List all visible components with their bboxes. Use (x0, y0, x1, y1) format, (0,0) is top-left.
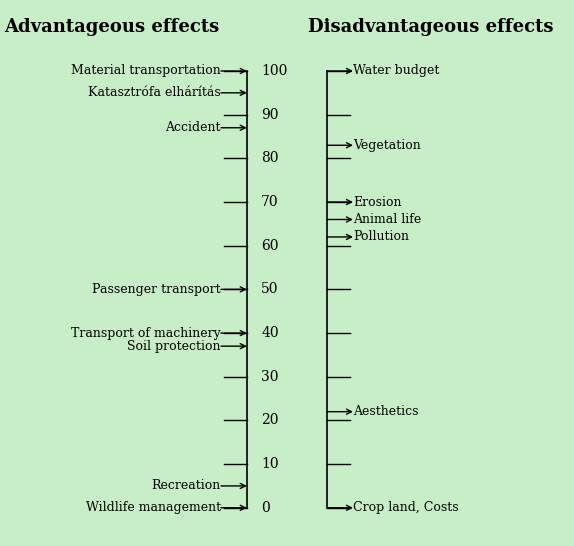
Text: Transport of machinery: Transport of machinery (71, 327, 221, 340)
Text: 60: 60 (261, 239, 278, 253)
Text: Accident: Accident (165, 121, 221, 134)
Text: Erosion: Erosion (353, 195, 401, 209)
Text: Vegetation: Vegetation (353, 139, 421, 152)
Text: 20: 20 (261, 413, 278, 428)
Text: Material transportation: Material transportation (71, 64, 221, 78)
Text: 50: 50 (261, 282, 278, 296)
Text: Pollution: Pollution (353, 230, 409, 244)
Text: 40: 40 (261, 326, 279, 340)
Text: Katasztrófa elhárítás: Katasztrófa elhárítás (88, 86, 221, 99)
Text: Crop land, Costs: Crop land, Costs (353, 501, 459, 514)
Text: Recreation: Recreation (152, 479, 221, 492)
Text: Advantageous effects: Advantageous effects (5, 19, 219, 36)
Text: Passenger transport: Passenger transport (92, 283, 221, 296)
Text: 70: 70 (261, 195, 279, 209)
Text: Wildlife management: Wildlife management (86, 501, 221, 514)
Text: 30: 30 (261, 370, 278, 384)
Text: 10: 10 (261, 457, 279, 471)
Text: Aesthetics: Aesthetics (353, 405, 418, 418)
Text: 80: 80 (261, 151, 278, 165)
Text: 0: 0 (261, 501, 270, 515)
Text: 90: 90 (261, 108, 278, 122)
Text: Soil protection: Soil protection (127, 340, 221, 353)
Text: 100: 100 (261, 64, 288, 78)
Text: Animal life: Animal life (353, 213, 421, 226)
Text: Water budget: Water budget (353, 64, 439, 78)
Text: Disadvantageous effects: Disadvantageous effects (308, 19, 553, 36)
